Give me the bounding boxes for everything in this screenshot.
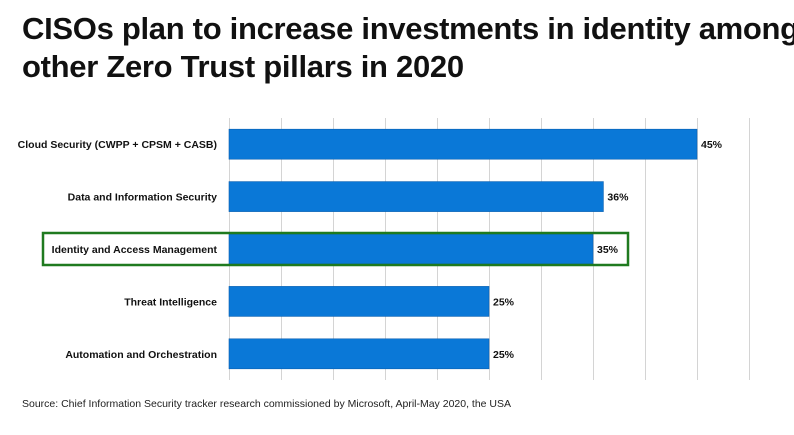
bar-1 bbox=[228, 128, 698, 160]
bar-5 bbox=[228, 338, 490, 370]
value-label-4: 25% bbox=[493, 296, 515, 308]
value-label-1: 45% bbox=[701, 139, 723, 151]
bar-2 bbox=[228, 181, 604, 212]
category-label-2: Data and Information Security bbox=[68, 192, 218, 204]
bar-3 bbox=[228, 233, 594, 265]
source-note: Source: Chief Information Security track… bbox=[22, 398, 512, 410]
value-label-3: 35% bbox=[597, 244, 619, 256]
category-label-3: Identity and Access Management bbox=[52, 244, 218, 256]
chart-title-line-1: CISOs plan to increase investments in id… bbox=[22, 11, 794, 46]
bar-4 bbox=[228, 286, 490, 317]
chart-title-line-2: other Zero Trust pillars in 2020 bbox=[22, 49, 464, 84]
highlight-box bbox=[41, 231, 630, 267]
category-label-5: Automation and Orchestration bbox=[65, 349, 217, 361]
value-label-5: 25% bbox=[493, 349, 515, 361]
value-label-2: 36% bbox=[607, 192, 629, 204]
chart-title: CISOs plan to increase investments in id… bbox=[22, 10, 794, 86]
category-label-1: Cloud Security (CWPP + CPSM + CASB) bbox=[18, 139, 217, 151]
category-label-4: Threat Intelligence bbox=[124, 296, 217, 308]
